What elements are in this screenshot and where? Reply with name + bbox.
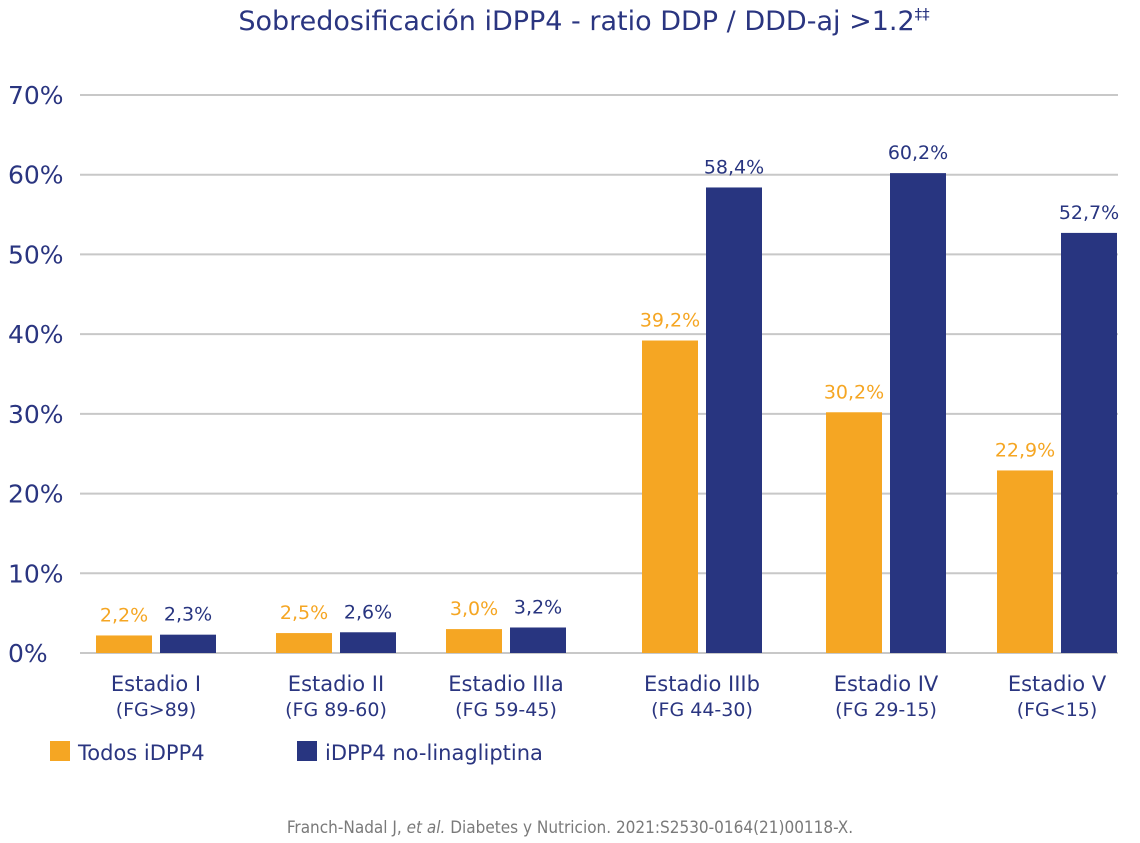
bar-idpp4-no-linagliptina xyxy=(510,627,566,653)
y-tick-label: 30% xyxy=(8,400,64,429)
legend: Todos iDPP4 iDPP4 no-linagliptina xyxy=(50,741,543,765)
y-axis-ticks: 0% 10% 20% 30% 40% 50% 60% 70% xyxy=(8,81,64,668)
bar-todos-idpp4 xyxy=(997,470,1053,653)
legend-swatch-idpp4-no-linagliptina xyxy=(297,741,317,761)
bar-todos-idpp4 xyxy=(276,633,332,653)
x-category-label: Estadio IIIa xyxy=(448,672,563,696)
data-label: 60,2% xyxy=(888,142,948,164)
data-labels: 2,2% 2,3% 2,5% 2,6% 3,0% 3,2% 39,2% 58,4% 30,2% 6… xyxy=(100,142,1119,626)
y-tick-label: 10% xyxy=(8,559,64,588)
chart-title-superscript: ‡‡ xyxy=(915,5,931,23)
data-label: 30,2% xyxy=(824,381,884,403)
x-category-sublabel: (FG 44-30) xyxy=(651,699,753,721)
data-label: 2,2% xyxy=(100,604,148,626)
data-label: 58,4% xyxy=(704,156,764,178)
bar-idpp4-no-linagliptina xyxy=(340,632,396,653)
chart-title-text: Sobredosificación iDPP4 - ratio DDP / DD… xyxy=(238,6,914,37)
bar-idpp4-no-linagliptina xyxy=(890,173,946,653)
citation-author: Franch-Nadal J, xyxy=(286,818,407,838)
data-label: 3,0% xyxy=(450,598,498,620)
x-category-sublabel: (FG>89) xyxy=(116,699,197,721)
y-tick-label: 20% xyxy=(8,480,64,509)
data-label: 39,2% xyxy=(640,310,700,332)
x-category-sublabel: (FG 59-45) xyxy=(455,699,557,721)
y-tick-label: 70% xyxy=(8,81,64,110)
bar-idpp4-no-linagliptina xyxy=(160,634,216,653)
x-axis-labels: Estadio I (FG>89) Estadio II (FG 89-60) Esta… xyxy=(111,672,1107,721)
data-label: 52,7% xyxy=(1059,202,1119,224)
chart-title: Sobredosificación iDPP4 - ratio DDP / DD… xyxy=(238,5,930,37)
data-label: 2,3% xyxy=(164,604,212,626)
x-category-label: Estadio I xyxy=(111,672,201,696)
y-tick-label: 0% xyxy=(8,639,48,668)
legend-swatch-todos-idpp4 xyxy=(50,741,70,761)
legend-label-idpp4-no-linagliptina: iDPP4 no-linagliptina xyxy=(325,741,543,765)
citation-etal: et al. xyxy=(406,818,446,838)
legend-label-todos-idpp4: Todos iDPP4 xyxy=(77,741,205,765)
source-citation: Franch-Nadal J, et al. Diabetes y Nutric… xyxy=(0,818,1140,838)
x-category-label: Estadio II xyxy=(288,672,384,696)
bars xyxy=(96,173,1117,654)
bar-chart: Sobredosificación iDPP4 - ratio DDP / DD… xyxy=(8,5,1119,765)
data-label: 22,9% xyxy=(995,439,1055,461)
bar-idpp4-no-linagliptina xyxy=(706,187,762,653)
x-category-label: Estadio IV xyxy=(834,672,939,696)
citation-rest: Diabetes y Nutricion. 2021:S2530-0164(21… xyxy=(445,818,854,838)
x-category-sublabel: (FG 89-60) xyxy=(285,699,387,721)
data-label: 3,2% xyxy=(514,596,562,618)
data-label: 2,5% xyxy=(280,602,328,624)
x-category-label: Estadio IIIb xyxy=(644,672,760,696)
data-label: 2,6% xyxy=(344,601,392,623)
x-category-label: Estadio V xyxy=(1008,672,1107,696)
gridlines xyxy=(80,94,1118,654)
bar-todos-idpp4 xyxy=(642,340,698,653)
y-tick-label: 40% xyxy=(8,320,64,349)
x-category-sublabel: (FG 29-15) xyxy=(835,699,937,721)
y-tick-label: 60% xyxy=(8,161,64,190)
bar-todos-idpp4 xyxy=(446,629,502,653)
x-category-sublabel: (FG<15) xyxy=(1017,699,1098,721)
y-tick-label: 50% xyxy=(8,240,64,269)
bar-idpp4-no-linagliptina xyxy=(1061,232,1117,654)
bar-todos-idpp4 xyxy=(826,412,882,653)
bar-todos-idpp4 xyxy=(96,635,152,653)
